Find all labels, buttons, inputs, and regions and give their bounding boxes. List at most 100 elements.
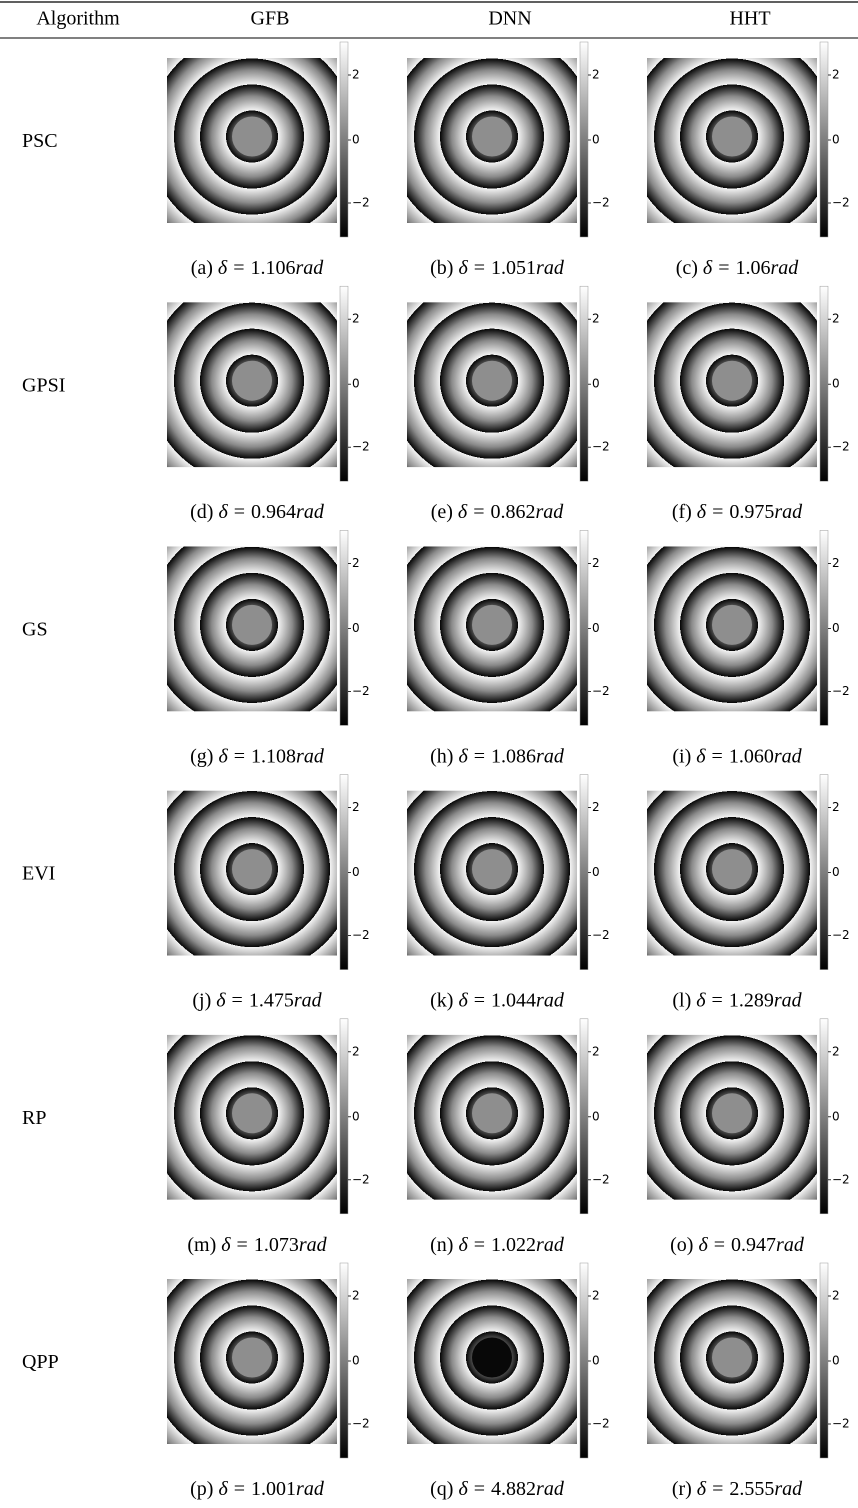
phase-image bbox=[647, 546, 817, 712]
caption-unit: rad bbox=[776, 1233, 805, 1255]
caption-value: 2.555 bbox=[729, 1478, 774, 1500]
caption: (e) δ = 0.862rad bbox=[431, 501, 565, 523]
column-header: Algorithm bbox=[36, 8, 120, 30]
caption-equals: = bbox=[712, 989, 723, 1011]
phase-map bbox=[167, 1034, 337, 1200]
colorbar-tick-label: 2 bbox=[832, 68, 840, 82]
caption-unit: rad bbox=[774, 501, 803, 523]
colorbar-tick-label: −2 bbox=[352, 684, 370, 698]
phase-image bbox=[167, 790, 337, 956]
center-spot bbox=[472, 116, 512, 157]
caption: (n) δ = 1.022rad bbox=[430, 1233, 565, 1255]
caption-symbol: δ bbox=[698, 1233, 708, 1255]
caption-symbol: δ bbox=[218, 257, 228, 279]
caption-value: 1.001 bbox=[251, 1478, 296, 1500]
colorbar bbox=[339, 41, 349, 238]
caption-tag: (c) bbox=[676, 257, 698, 279]
phase-image bbox=[647, 790, 817, 956]
caption-tag: (j) bbox=[192, 989, 211, 1011]
caption: (i) δ = 1.060rad bbox=[672, 745, 802, 767]
center-spot bbox=[232, 1337, 272, 1378]
colorbar bbox=[339, 530, 349, 726]
colorbar-tick-label: 0 bbox=[832, 621, 840, 635]
colorbar bbox=[579, 530, 589, 726]
caption-symbol: δ bbox=[458, 257, 468, 279]
caption-value: 1.051 bbox=[491, 257, 536, 279]
colorbar bbox=[339, 285, 349, 482]
colorbar bbox=[339, 1262, 349, 1459]
center-spot bbox=[232, 360, 272, 401]
phase-image bbox=[167, 546, 337, 712]
caption-unit: rad bbox=[536, 745, 565, 767]
phase-map bbox=[167, 790, 337, 956]
caption: (g) δ = 1.108rad bbox=[190, 745, 325, 767]
phase-image bbox=[407, 58, 577, 223]
colorbar-tick-label: 0 bbox=[832, 865, 840, 879]
row-label: GPSI bbox=[22, 374, 65, 396]
phase-image bbox=[167, 302, 337, 468]
caption-tag: (d) bbox=[190, 501, 213, 523]
caption: (p) δ = 1.001rad bbox=[190, 1478, 325, 1500]
caption-value: 0.964 bbox=[251, 501, 296, 523]
caption-symbol: δ bbox=[696, 745, 706, 767]
center-spot bbox=[472, 849, 512, 890]
colorbar-tick-label: 0 bbox=[832, 133, 840, 147]
caption-value: 1.106 bbox=[250, 257, 295, 279]
phase-map bbox=[407, 302, 577, 468]
caption-unit: rad bbox=[299, 1233, 328, 1255]
caption-tag: (i) bbox=[672, 745, 691, 767]
row-label: RP bbox=[22, 1107, 46, 1129]
colorbar-tick-label: 0 bbox=[352, 377, 360, 391]
center-spot bbox=[472, 1093, 512, 1134]
colorbar-tick-label: −2 bbox=[592, 928, 610, 942]
colorbar-tick-label: 2 bbox=[832, 312, 840, 326]
caption: (k) δ = 1.044rad bbox=[430, 989, 565, 1011]
caption-value: 1.073 bbox=[254, 1233, 299, 1255]
colorbar bbox=[819, 41, 829, 238]
phase-map bbox=[647, 1034, 817, 1200]
caption-equals: = bbox=[718, 257, 729, 279]
caption-value: 1.475 bbox=[249, 989, 294, 1011]
colorbar-tick-label: −2 bbox=[832, 928, 850, 942]
phase-image bbox=[407, 1279, 577, 1444]
phase-map bbox=[647, 302, 817, 468]
colorbar bbox=[339, 774, 349, 970]
phase-map bbox=[407, 546, 577, 712]
caption-equals: = bbox=[233, 257, 244, 279]
caption-symbol: δ bbox=[697, 1478, 707, 1500]
colorbar-tick-label: 0 bbox=[592, 133, 600, 147]
phase-image bbox=[647, 1279, 817, 1444]
colorbar-tick-label: 2 bbox=[352, 800, 360, 814]
center-spot bbox=[232, 116, 272, 157]
center-spot bbox=[232, 1093, 272, 1134]
phase-map bbox=[167, 546, 337, 712]
caption-equals: = bbox=[712, 745, 723, 767]
colorbar-tick-label: −2 bbox=[352, 1172, 370, 1186]
caption-tag: (g) bbox=[190, 745, 213, 767]
caption-value: 1.289 bbox=[729, 989, 774, 1011]
caption-symbol: δ bbox=[458, 1478, 468, 1500]
colorbar-tick-label: −2 bbox=[832, 196, 850, 210]
phase-map bbox=[407, 1034, 577, 1200]
colorbar-tick-label: 0 bbox=[352, 133, 360, 147]
colorbar-tick-label: −2 bbox=[832, 440, 850, 454]
colorbar-tick-label: 2 bbox=[592, 556, 600, 570]
colorbar-tick-label: 2 bbox=[592, 1289, 600, 1303]
phase-image bbox=[407, 302, 577, 468]
row-label: GS bbox=[22, 618, 48, 640]
colorbar-tick-label: 2 bbox=[832, 1044, 840, 1058]
caption-tag: (a) bbox=[191, 257, 213, 279]
caption: (a) δ = 1.106rad bbox=[191, 257, 325, 279]
caption-unit: rad bbox=[536, 1233, 565, 1255]
phase-image bbox=[647, 58, 817, 223]
center-spot bbox=[472, 604, 512, 645]
phase-map bbox=[647, 58, 817, 223]
center-spot bbox=[712, 1337, 752, 1378]
colorbar-tick-label: 2 bbox=[352, 312, 360, 326]
phase-map bbox=[167, 58, 337, 223]
caption-equals: = bbox=[232, 989, 243, 1011]
caption-tag: (l) bbox=[672, 989, 691, 1011]
caption-equals: = bbox=[714, 1233, 725, 1255]
column-header: HHT bbox=[729, 8, 770, 30]
